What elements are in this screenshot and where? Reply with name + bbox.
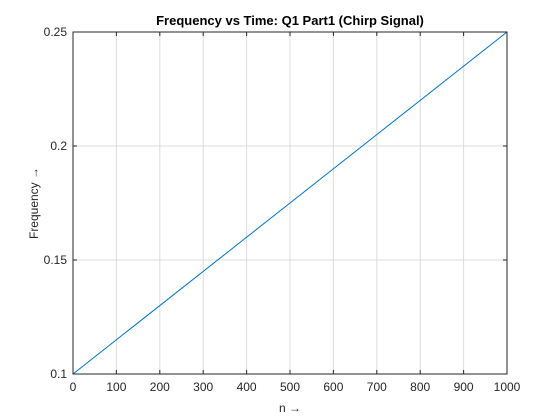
x-tick-label: 600 (323, 380, 343, 394)
y-tick-label: 0.25 (44, 25, 68, 39)
series-layer (72, 31, 508, 375)
x-tick-label: 700 (367, 380, 387, 394)
x-tick-label: 100 (106, 380, 126, 394)
x-tick-label: 800 (410, 380, 430, 394)
ticks: 0 100 200 300 400 500 600 700 800 900 1000 0.1 0.15 0… (44, 25, 521, 394)
y-axis-label: Frequency → (27, 167, 41, 239)
x-tick-label: 200 (150, 380, 170, 394)
x-tick-label: 500 (280, 380, 300, 394)
x-tick-label: 0 (70, 380, 77, 394)
x-tick-label: 1000 (494, 380, 521, 394)
y-tick-label: 0.2 (50, 139, 67, 153)
x-tick-label: 400 (237, 380, 257, 394)
x-tick-label: 300 (193, 380, 213, 394)
chart-title: Frequency vs Time: Q1 Part1 (Chirp Signa… (156, 13, 424, 28)
x-axis-label: n → (279, 401, 301, 415)
y-tick-label: 0.15 (44, 253, 68, 267)
frequency-line (72, 31, 508, 375)
x-tick-label: 900 (454, 380, 474, 394)
y-tick-label: 0.1 (50, 367, 67, 381)
